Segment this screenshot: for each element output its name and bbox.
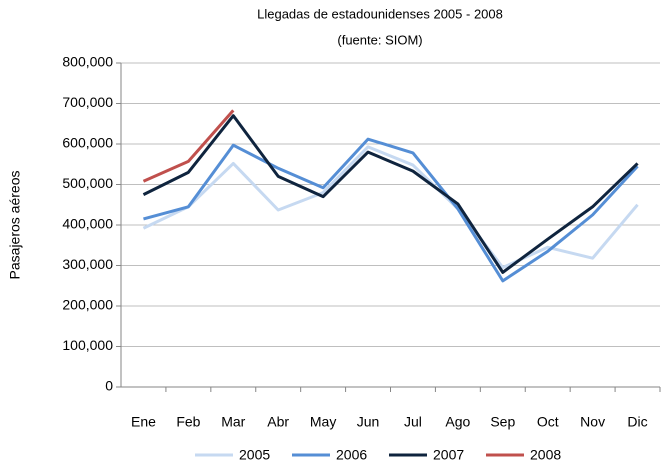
chart-title: Llegadas de estadounidenses 2005 - 2008 xyxy=(257,6,503,21)
y-tick-label: 700,000 xyxy=(62,94,113,110)
x-tick-label: Oct xyxy=(537,414,559,430)
legend-label: 2006 xyxy=(336,447,367,463)
x-tick-label: Nov xyxy=(580,414,605,430)
series-line xyxy=(142,109,235,183)
y-tick-label: 600,000 xyxy=(62,135,113,151)
x-tick-label: Mar xyxy=(221,414,245,430)
y-tick-label: 400,000 xyxy=(62,216,113,232)
y-axis-title: Pasajeros aéreos xyxy=(7,171,23,280)
y-tick-label: 800,000 xyxy=(62,54,113,70)
legend-label: 2007 xyxy=(433,447,464,463)
x-tick-label: May xyxy=(310,414,336,430)
series-line xyxy=(142,114,639,274)
x-tick-label: Jun xyxy=(357,414,380,430)
legend-label: 2008 xyxy=(530,447,561,463)
x-tick-label: Abr xyxy=(267,414,289,430)
x-tick-label: Feb xyxy=(176,414,200,430)
x-tick-label: Sep xyxy=(490,414,515,430)
y-tick-label: 0 xyxy=(105,378,113,394)
series-line xyxy=(143,137,639,283)
x-tick-label: Dic xyxy=(627,414,647,430)
y-tick-label: 200,000 xyxy=(62,297,113,313)
y-tick-label: 500,000 xyxy=(62,175,113,191)
x-tick-label: Ene xyxy=(131,414,156,430)
y-tick-label: 100,000 xyxy=(62,337,113,353)
x-tick-label: Ago xyxy=(445,414,470,430)
chart-subtitle: (fuente: SIOM) xyxy=(337,32,422,47)
x-tick-label: Jul xyxy=(404,414,422,430)
legend-label: 2005 xyxy=(239,447,270,463)
series-line xyxy=(142,145,639,270)
y-tick-label: 300,000 xyxy=(62,256,113,272)
